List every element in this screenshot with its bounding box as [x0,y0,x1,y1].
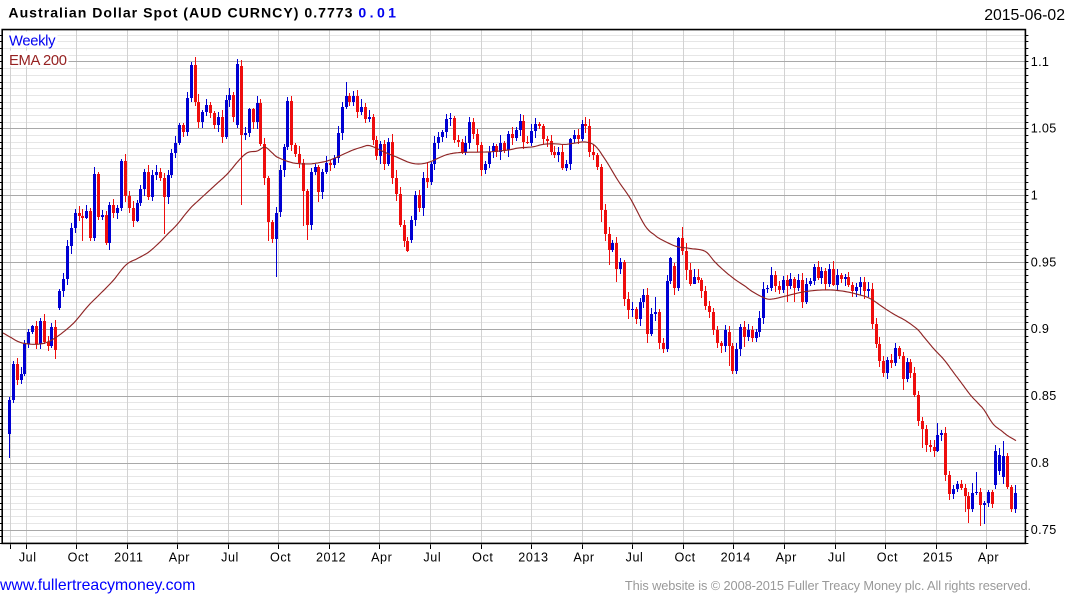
svg-text:Apr: Apr [169,551,190,565]
svg-text:2011: 2011 [114,551,143,565]
svg-text:EMA 200: EMA 200 [9,53,67,69]
svg-text:Jul: Jul [19,551,37,565]
svg-text:Apr: Apr [573,551,594,565]
svg-text:2015: 2015 [923,551,953,565]
svg-text:www.fullertreacymoney.com: www.fullertreacymoney.com [0,577,195,594]
svg-text:Australian Dollar Spot (AUD CU: Australian Dollar Spot (AUD CURNCY) 0.77… [8,5,399,21]
svg-text:Jul: Jul [828,551,846,565]
svg-text:Oct: Oct [472,551,493,565]
svg-text:1.1: 1.1 [1031,55,1049,69]
svg-text:0.9: 0.9 [1031,322,1049,336]
svg-text:Oct: Oct [68,551,89,565]
svg-text:0.75: 0.75 [1031,523,1057,537]
svg-text:0.95: 0.95 [1031,255,1057,269]
svg-text:Jul: Jul [423,551,441,565]
svg-text:Oct: Oct [674,551,695,565]
svg-text:2013: 2013 [518,551,548,565]
svg-text:1: 1 [1031,189,1038,203]
svg-text:Jul: Jul [221,551,239,565]
svg-text:1.05: 1.05 [1031,122,1057,136]
svg-text:2014: 2014 [721,551,751,565]
svg-text:Oct: Oct [877,551,898,565]
svg-text:This website is © 2008-2015 Fu: This website is © 2008-2015 Fuller Treac… [625,578,1031,593]
svg-text:Weekly: Weekly [9,33,56,49]
svg-text:Jul: Jul [626,551,644,565]
svg-text:Apr: Apr [978,551,999,565]
svg-text:0.8: 0.8 [1031,456,1049,470]
svg-text:Oct: Oct [270,551,291,565]
svg-text:Apr: Apr [776,551,797,565]
svg-text:Apr: Apr [371,551,392,565]
svg-text:2015-06-02: 2015-06-02 [984,7,1065,24]
svg-text:2012: 2012 [316,551,346,565]
svg-text:0.85: 0.85 [1031,389,1057,403]
